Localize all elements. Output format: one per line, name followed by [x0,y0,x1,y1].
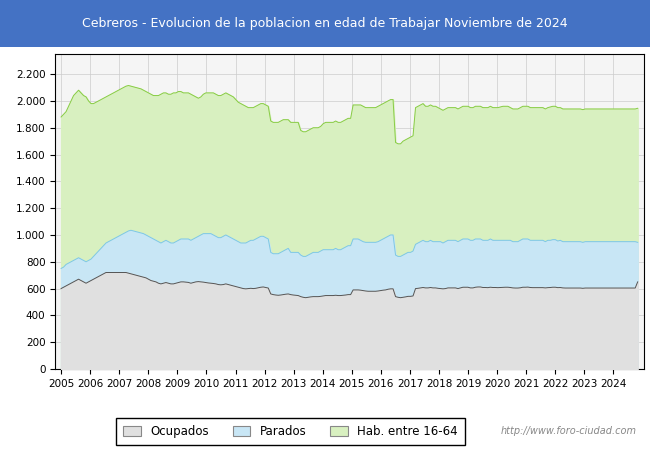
Text: Cebreros - Evolucion de la poblacion en edad de Trabajar Noviembre de 2024: Cebreros - Evolucion de la poblacion en … [82,17,568,30]
Legend: Ocupados, Parados, Hab. entre 16-64: Ocupados, Parados, Hab. entre 16-64 [116,418,465,445]
Text: http://www.foro-ciudad.com: http://www.foro-ciudad.com [501,427,637,436]
